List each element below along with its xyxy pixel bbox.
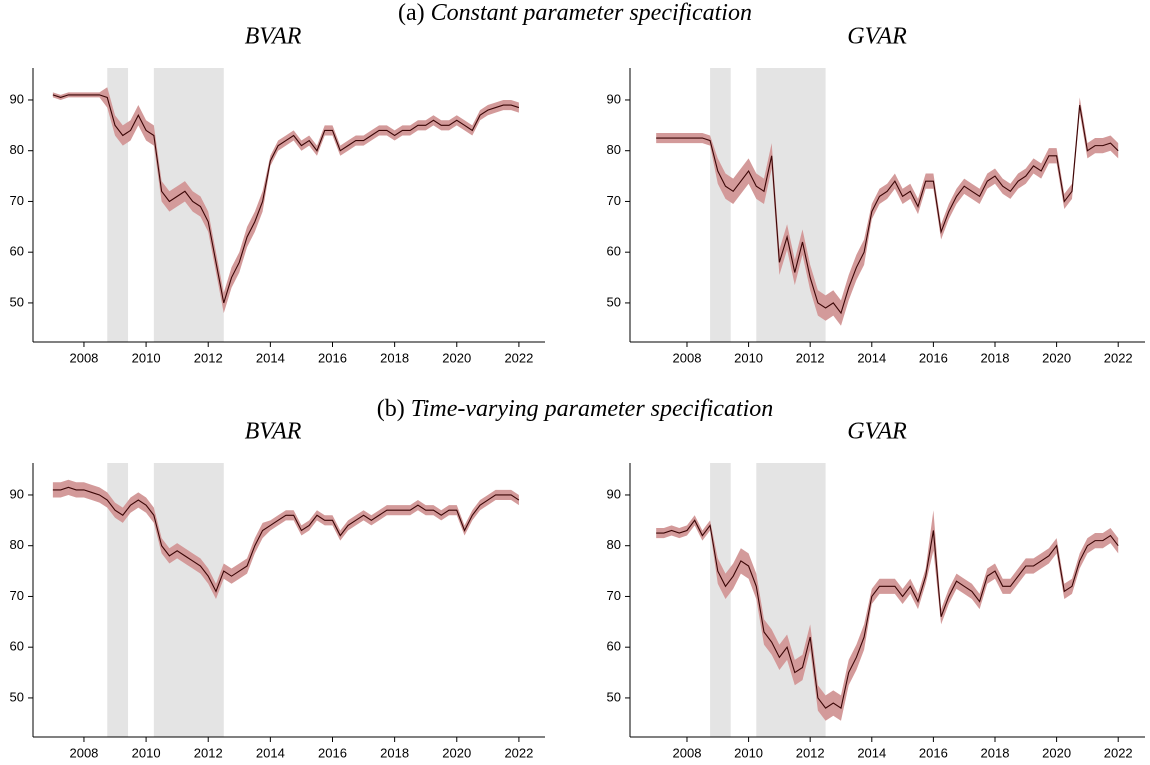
band (656, 510, 1119, 721)
x-tick-label: 2022 (1104, 745, 1133, 760)
shaded-region (756, 463, 826, 737)
x-tick-label: 2020 (1042, 745, 1071, 760)
x-tick-label: 2018 (380, 350, 409, 365)
y-tick-label: 70 (607, 588, 621, 603)
x-tick-label: 2016 (318, 745, 347, 760)
x-tick-label: 2020 (442, 350, 471, 365)
y-tick-label: 50 (10, 689, 24, 704)
line (656, 104, 1119, 315)
y-tick-label: 50 (607, 689, 621, 704)
section-label: (a) (398, 0, 425, 26)
shaded-region (153, 463, 224, 737)
band (52, 479, 519, 599)
x-tick-label: 2012 (796, 745, 825, 760)
y-tick-label: 80 (10, 142, 24, 157)
x-tick-label: 2014 (256, 350, 285, 365)
section-title: (a) Constant parameter specification (398, 0, 752, 26)
x-tick-label: 2010 (132, 350, 161, 365)
x-tick-label: 2022 (1104, 350, 1133, 365)
y-tick-label: 90 (10, 486, 24, 501)
x-tick-label: 2012 (194, 350, 223, 365)
y-tick-label: 80 (607, 142, 621, 157)
y-tick-label: 60 (10, 244, 24, 259)
x-tick-label: 2010 (734, 350, 763, 365)
section-title: (b) Time-varying parameter specification (377, 396, 774, 422)
y-tick-label: 90 (607, 486, 621, 501)
section-label: (b) (377, 396, 405, 422)
x-tick-label: 2010 (132, 745, 161, 760)
panel-title: BVAR (245, 419, 302, 445)
band (656, 97, 1119, 326)
y-tick-label: 70 (607, 193, 621, 208)
y-tick-label: 50 (10, 294, 24, 309)
shaded-region (710, 463, 731, 737)
line (52, 486, 520, 593)
y-tick-label: 90 (10, 91, 24, 106)
x-tick-label: 2016 (919, 745, 948, 760)
y-tick-label: 70 (10, 193, 24, 208)
x-tick-label: 2020 (442, 745, 471, 760)
y-tick-label: 90 (607, 91, 621, 106)
panel-title: BVAR (245, 24, 302, 50)
x-tick-label: 2008 (69, 350, 98, 365)
x-tick-label: 2010 (734, 745, 763, 760)
shaded-region (710, 68, 731, 342)
y-tick-label: 80 (10, 537, 24, 552)
x-tick-label: 2016 (919, 350, 948, 365)
x-tick-label: 2014 (857, 350, 886, 365)
line (52, 94, 520, 304)
x-tick-label: 2018 (981, 745, 1010, 760)
shaded-region (107, 463, 129, 737)
x-tick-label: 2008 (673, 745, 702, 760)
x-tick-label: 2018 (380, 745, 409, 760)
x-tick-label: 2012 (796, 350, 825, 365)
y-tick-label: 70 (10, 588, 24, 603)
x-tick-label: 2018 (981, 350, 1010, 365)
x-tick-label: 2016 (318, 350, 347, 365)
y-tick-label: 50 (607, 294, 621, 309)
x-tick-label: 2012 (194, 745, 223, 760)
x-tick-label: 2022 (504, 745, 533, 760)
section-text: Time-varying parameter specification (411, 396, 774, 422)
panel-title: GVAR (847, 419, 907, 445)
y-tick-label: 60 (607, 244, 621, 259)
x-tick-label: 2020 (1042, 350, 1071, 365)
y-tick-label: 60 (607, 639, 621, 654)
x-tick-label: 2014 (256, 745, 285, 760)
panel-title: GVAR (847, 24, 907, 50)
x-tick-label: 2008 (673, 350, 702, 365)
x-tick-label: 2008 (69, 745, 98, 760)
x-tick-label: 2022 (504, 350, 533, 365)
y-tick-label: 80 (607, 537, 621, 552)
y-tick-label: 60 (10, 639, 24, 654)
x-tick-label: 2014 (857, 745, 886, 760)
line (656, 519, 1119, 709)
section-text: Constant parameter specification (431, 0, 752, 26)
